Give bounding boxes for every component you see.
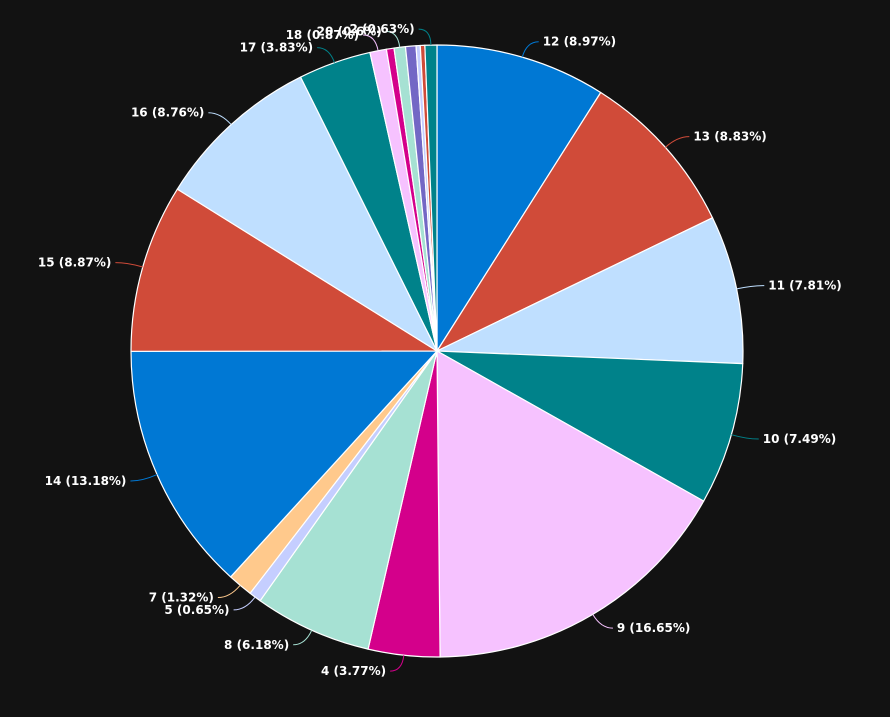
slice-label-18: 18 (0.87%) bbox=[286, 28, 359, 42]
leader-line-13 bbox=[665, 136, 690, 148]
leader-line-20 bbox=[385, 30, 401, 48]
slice-label-11: 11 (7.81%) bbox=[768, 279, 841, 293]
leader-line-17 bbox=[317, 47, 335, 63]
slice-label-9: 9 (16.65%) bbox=[617, 621, 690, 635]
slice-label-15: 15 (8.87%) bbox=[38, 256, 111, 270]
slice-label-13: 13 (8.83%) bbox=[693, 130, 766, 144]
pie-slice-11[interactable] bbox=[436, 217, 744, 365]
leader-line-4 bbox=[390, 655, 405, 672]
slice-label-16: 16 (8.76%) bbox=[131, 106, 204, 120]
leader-line-11 bbox=[736, 285, 765, 290]
pie-slice-2[interactable] bbox=[424, 44, 438, 352]
slice-label-14: 14 (13.18%) bbox=[45, 474, 127, 488]
slice-label-5: 5 (0.65%) bbox=[164, 603, 229, 617]
pie-slice-10[interactable] bbox=[436, 350, 744, 502]
leader-line-14 bbox=[130, 474, 158, 482]
pie-slice-16[interactable] bbox=[176, 76, 438, 352]
leader-line-16 bbox=[208, 112, 232, 125]
pie-slice-8[interactable] bbox=[259, 350, 438, 650]
pie-slice-9[interactable] bbox=[436, 350, 705, 658]
slice-label-12: 12 (8.97%) bbox=[543, 35, 616, 49]
slice-label-8: 8 (6.18%) bbox=[224, 638, 289, 652]
leader-line-5 bbox=[233, 596, 256, 611]
leader-line-7 bbox=[217, 584, 241, 599]
slice-label-2: 2 (0.63%) bbox=[349, 22, 414, 36]
leader-line-2 bbox=[418, 28, 432, 46]
slice-label-20: 20 (0.6%) bbox=[317, 24, 382, 38]
label-leader-lines bbox=[115, 28, 765, 672]
leader-line-18 bbox=[363, 34, 379, 51]
pie-slices bbox=[130, 44, 744, 658]
slice-labels: 12 (8.97%) 13 (8.83%) 11 (7.81%) 10 (7.49%)… bbox=[38, 22, 842, 678]
leader-line-10 bbox=[731, 434, 759, 440]
leader-line-8 bbox=[293, 629, 313, 646]
slice-label-7: 7 (1.32%) bbox=[149, 591, 214, 605]
leader-line-15 bbox=[115, 262, 143, 268]
slice-label-4: 4 (3.77%) bbox=[321, 664, 386, 678]
slice-label-10: 10 (7.49%) bbox=[763, 432, 836, 446]
slice-label-17: 17 (3.83%) bbox=[240, 41, 313, 55]
leader-line-12 bbox=[521, 41, 539, 58]
leader-line-9 bbox=[592, 614, 613, 629]
